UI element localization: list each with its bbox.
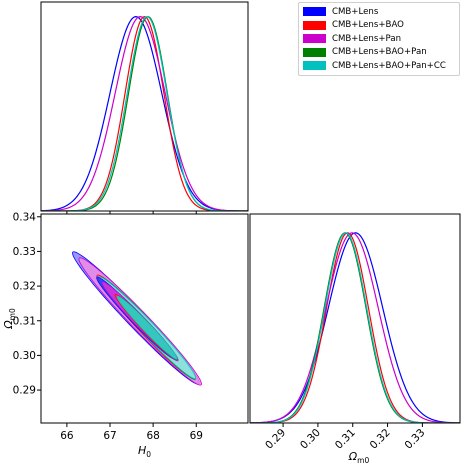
x-tick-label: 67 bbox=[103, 430, 116, 442]
y-tick-label: 0.32 bbox=[13, 281, 36, 293]
legend-label: CMB+Lens+BAO+Pan+CC bbox=[332, 60, 446, 71]
x-tick-label: 69 bbox=[190, 430, 203, 442]
panel-frame bbox=[40, 213, 249, 424]
h0-marginal-curves bbox=[41, 15, 248, 211]
y-tick-label: 0.34 bbox=[13, 211, 37, 223]
legend-label: CMB+Lens bbox=[332, 6, 379, 17]
om-curve bbox=[250, 232, 460, 423]
om-curve bbox=[250, 232, 460, 423]
h0-curve bbox=[41, 15, 248, 211]
om-curve bbox=[250, 232, 460, 423]
x-tick-label: 0.32 bbox=[368, 427, 393, 452]
panel-frame bbox=[40, 1, 249, 212]
x-tick-label: 0.30 bbox=[298, 427, 323, 452]
y-tick-label: 0.30 bbox=[13, 350, 36, 362]
y-axis-label-omega: Ωm0 bbox=[2, 308, 17, 330]
legend-item: CMB+Lens+BAO+Pan+CC bbox=[303, 59, 455, 73]
legend-item: CMB+Lens+BAO bbox=[303, 19, 455, 33]
om-curve bbox=[250, 232, 460, 423]
x-tick-label: 0.29 bbox=[263, 427, 288, 452]
x-axis-label-h0: H0 bbox=[138, 444, 151, 459]
contour-68 bbox=[116, 295, 178, 360]
h0-curve bbox=[41, 16, 248, 211]
legend-swatch bbox=[303, 61, 326, 71]
y-tick-label: 0.29 bbox=[13, 385, 36, 397]
x-axis-label-omega: Ωm0 bbox=[348, 450, 370, 464]
legend-swatch bbox=[303, 34, 326, 44]
legend-item: CMB+Lens+Pan bbox=[303, 32, 455, 46]
legend: CMB+Lens CMB+Lens+BAO CMB+Lens+Pan CMB+Lens… bbox=[298, 2, 460, 76]
h0-curve bbox=[41, 16, 248, 211]
legend-swatch bbox=[303, 20, 326, 30]
legend-item: CMB+Lens bbox=[303, 5, 455, 19]
x-tick-label: 0.31 bbox=[333, 427, 358, 452]
om-curve bbox=[250, 232, 460, 423]
x-tick-label: 68 bbox=[146, 430, 159, 442]
om-marginal-curves bbox=[250, 232, 460, 423]
legend-swatch bbox=[303, 7, 326, 17]
y-tick-label: 0.33 bbox=[13, 246, 36, 258]
x-tick-label: 66 bbox=[60, 430, 74, 442]
legend-swatch bbox=[303, 47, 326, 57]
y-tick-label: 0.31 bbox=[13, 315, 36, 327]
h0-curve bbox=[41, 16, 248, 211]
legend-label: CMB+Lens+BAO+Pan bbox=[332, 47, 427, 58]
panel-frame bbox=[249, 213, 461, 424]
h0-curve bbox=[41, 16, 248, 211]
legend-label: CMB+Lens+Pan bbox=[332, 33, 402, 44]
legend-item: CMB+Lens+BAO+Pan bbox=[303, 46, 455, 60]
x-tick-label: 0.33 bbox=[402, 427, 427, 452]
joint-contours bbox=[72, 251, 202, 386]
legend-label: CMB+Lens+BAO bbox=[332, 20, 404, 31]
